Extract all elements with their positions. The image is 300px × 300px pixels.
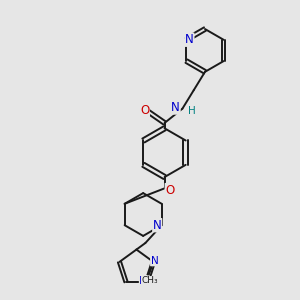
Text: N: N [140, 276, 147, 286]
Text: N: N [151, 256, 158, 266]
Text: CH₃: CH₃ [141, 276, 158, 285]
Text: O: O [165, 184, 175, 196]
Text: N: N [171, 101, 180, 114]
Text: O: O [140, 104, 149, 117]
Text: N: N [185, 33, 194, 46]
Text: N: N [153, 219, 162, 232]
Text: H: H [188, 106, 196, 116]
